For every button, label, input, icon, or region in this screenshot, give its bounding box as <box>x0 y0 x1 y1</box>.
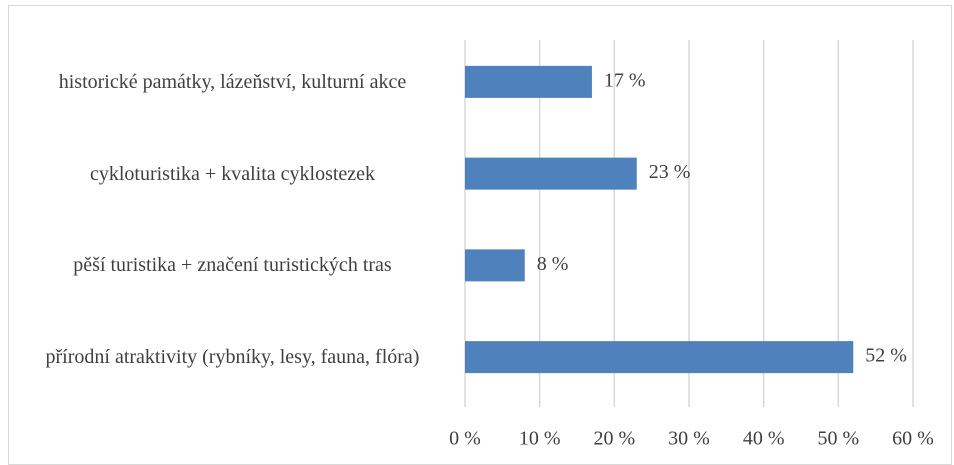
value-label: 17 % <box>604 69 646 91</box>
y-tick-label: pěší turistika + značení turistických tr… <box>73 254 392 277</box>
x-tick-label: 10 % <box>519 428 561 450</box>
x-tick-label: 30 % <box>668 428 710 450</box>
x-tick-label: 40 % <box>743 428 785 450</box>
value-label: 52 % <box>865 345 907 367</box>
x-tick-label: 20 % <box>593 428 635 450</box>
y-tick-label: historické památky, lázeňství, kulturní … <box>58 70 407 93</box>
value-label: 23 % <box>649 161 691 183</box>
value-label: 8 % <box>537 253 569 275</box>
x-tick-label: 50 % <box>817 428 859 450</box>
y-tick-label: cykloturistika + kvalita cyklostezek <box>89 162 376 185</box>
x-tick-label: 60 % <box>892 428 934 450</box>
x-tick-label: 0 % <box>449 428 481 450</box>
bar <box>465 65 592 98</box>
y-tick-label: přírodní atraktivity (rybníky, lesy, fau… <box>45 346 420 369</box>
bar <box>465 157 637 190</box>
bar <box>465 341 854 374</box>
bar <box>465 249 525 282</box>
